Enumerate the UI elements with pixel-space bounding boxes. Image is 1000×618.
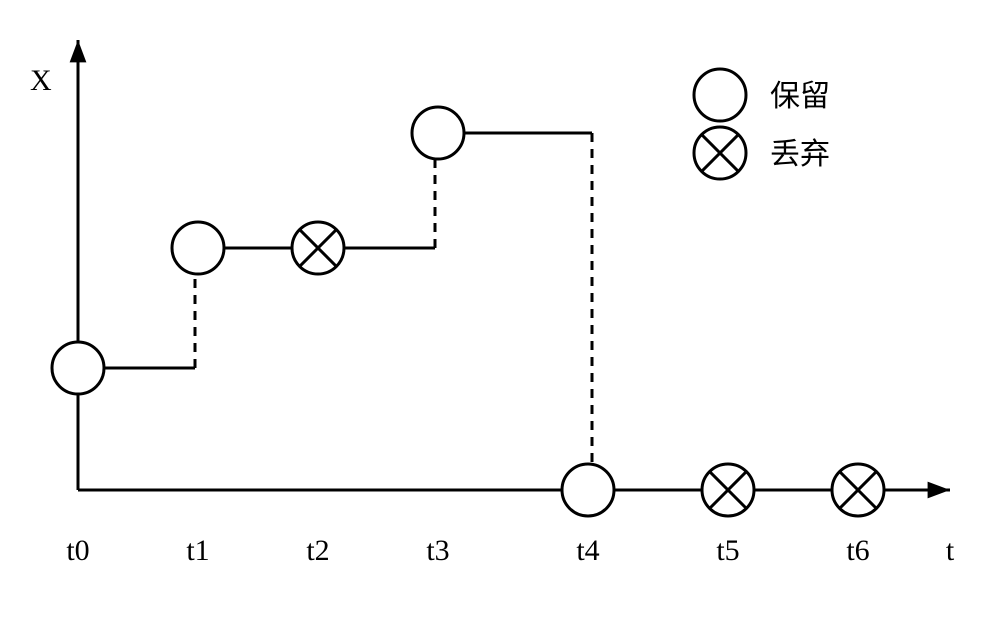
legend-label: 丢弃 (770, 138, 830, 171)
data-point-discard (292, 222, 344, 274)
x-tick-label: t1 (186, 534, 209, 567)
y-axis-label: X (30, 64, 52, 97)
data-point-keep (172, 222, 224, 274)
diagram-svg: Xt t0 t1 t2 t3 t4 t5 t6 保留丢弃 (0, 0, 1000, 618)
x-tick-label: t4 (576, 534, 599, 567)
legend-marker-keep (694, 69, 746, 121)
x-tick-label: t6 (846, 534, 869, 567)
data-point-keep (52, 342, 104, 394)
legend-label: 保留 (770, 80, 830, 113)
x-tick-label: t2 (306, 534, 329, 567)
legend-marker-discard (694, 127, 746, 179)
x-axis-arrow (928, 482, 950, 499)
diagram-stage: Xt t0 t1 t2 t3 t4 t5 t6 保留丢弃 (0, 0, 1000, 618)
x-tick-label: t5 (716, 534, 739, 567)
x-tick-label: t3 (426, 534, 449, 567)
x-tick-label: t0 (66, 534, 89, 567)
data-point-discard (832, 464, 884, 516)
data-point-discard (702, 464, 754, 516)
y-axis-arrow (70, 40, 87, 62)
x-axis-label: t (946, 534, 955, 567)
data-point-keep (412, 107, 464, 159)
data-point-keep (562, 464, 614, 516)
